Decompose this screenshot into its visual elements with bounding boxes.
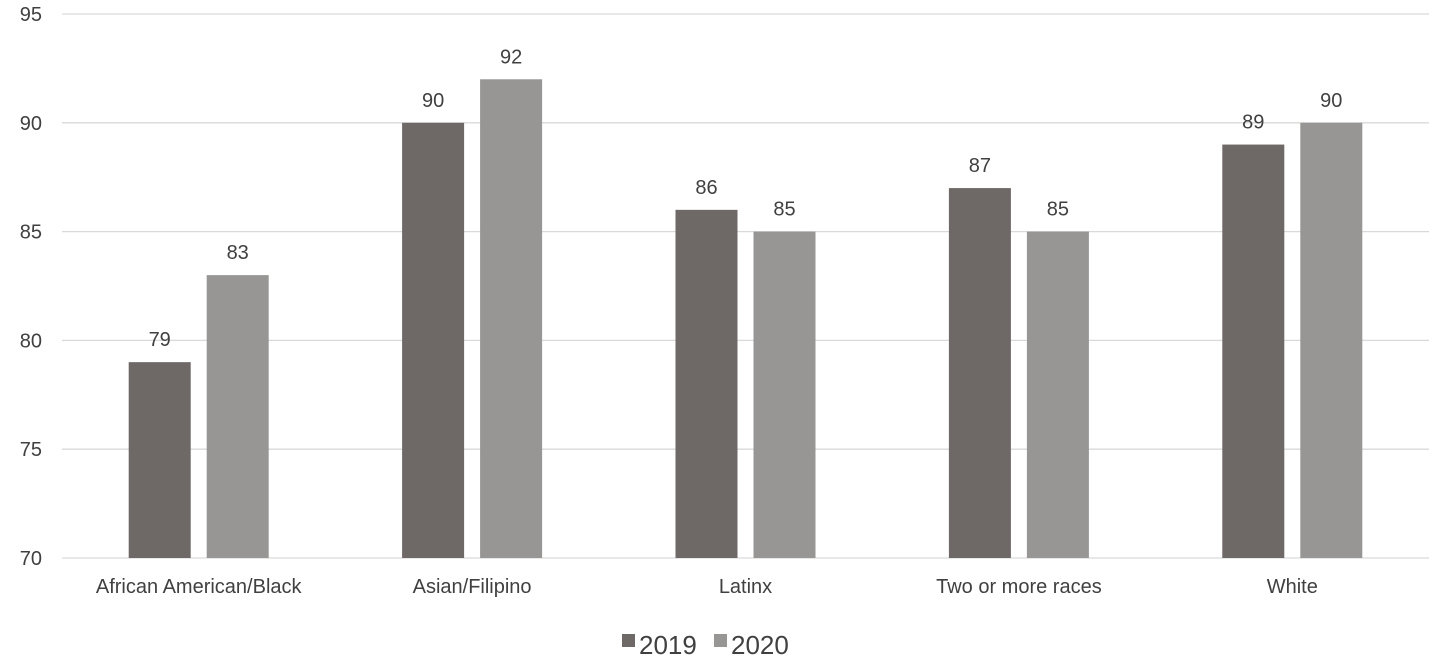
bar-2020: [1300, 122, 1363, 559]
legend-swatch-2019: [622, 634, 635, 647]
y-tick-label: 70: [20, 548, 42, 570]
data-label: 87: [969, 155, 991, 177]
data-label: 90: [422, 90, 444, 112]
bars: [128, 79, 1363, 559]
y-tick-label: 85: [20, 222, 42, 244]
legend-swatch-2020: [714, 634, 727, 647]
bar-2020: [480, 79, 543, 558]
x-axis: African American/Black Asian/Filipino Lati…: [96, 576, 1318, 598]
data-label: 85: [773, 199, 795, 221]
legend-label: 2020: [731, 630, 789, 658]
y-tick-label: 95: [20, 4, 42, 26]
x-tick-label: White: [1267, 576, 1318, 598]
x-tick-label: Two or more races: [936, 576, 1102, 598]
y-axis: 70 75 80 85 90 95: [20, 4, 42, 570]
gridlines: [62, 13, 1429, 559]
x-tick-label: African American/Black: [96, 576, 303, 598]
data-label: 85: [1047, 199, 1069, 221]
data-label: 92: [500, 46, 522, 68]
legend-label: 2019: [639, 630, 697, 658]
y-tick-label: 80: [20, 330, 42, 352]
legend: 2019 2020: [622, 630, 789, 658]
data-label: 86: [695, 177, 717, 199]
bar-2020: [206, 275, 269, 558]
bar-2019: [1222, 144, 1285, 558]
bar-2019: [675, 209, 738, 558]
data-labels: 79 90 86 87 89 83 92 85 85 90: [149, 46, 1343, 351]
data-label: 83: [227, 242, 249, 264]
x-tick-label: Asian/Filipino: [413, 576, 532, 598]
bar-2019: [948, 188, 1011, 558]
x-tick-label: Latinx: [719, 576, 772, 598]
data-label: 79: [149, 329, 171, 351]
y-tick-label: 75: [20, 439, 42, 461]
data-label: 90: [1320, 90, 1342, 112]
bar-2020: [753, 231, 816, 558]
data-label: 89: [1242, 112, 1264, 134]
y-tick-label: 90: [20, 113, 42, 135]
bar-2020: [1026, 231, 1089, 558]
bar-2019: [402, 122, 465, 559]
bar-2019: [128, 362, 191, 558]
